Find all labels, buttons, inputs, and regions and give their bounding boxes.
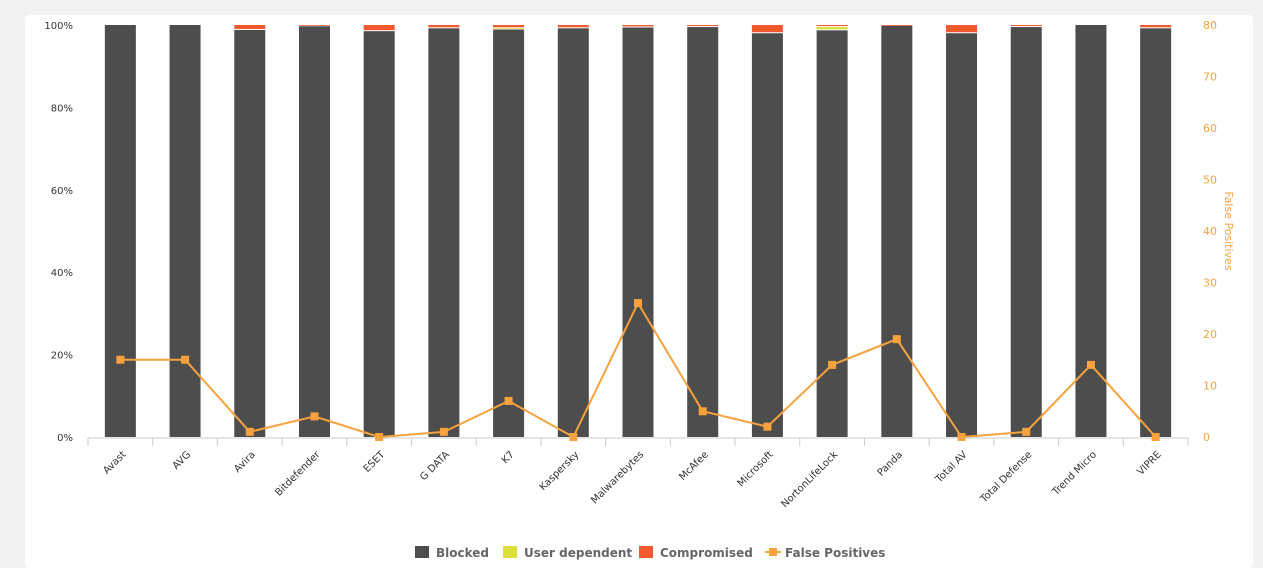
false-positives-point[interactable] <box>439 427 448 436</box>
false-positives-point[interactable] <box>763 422 772 431</box>
x-tick-label: McAfee <box>677 449 711 483</box>
bar-blocked[interactable] <box>946 33 978 438</box>
y-right-tick: 50 <box>1203 174 1217 187</box>
y-left-tick: 100% <box>44 21 73 32</box>
bar-compromised[interactable] <box>363 25 395 31</box>
bar-blocked[interactable] <box>881 25 913 437</box>
x-tick-label: Panda <box>876 449 905 478</box>
x-tick-label: NortonLifeLock <box>779 449 840 510</box>
y-right-tick: 70 <box>1203 71 1217 84</box>
bar-blocked[interactable] <box>104 25 136 437</box>
bar-blocked[interactable] <box>234 29 266 437</box>
bar-blocked[interactable] <box>298 26 330 438</box>
y-left-tick: 0% <box>57 433 73 444</box>
x-tick-label: Kaspersky <box>538 449 582 493</box>
false-positives-point[interactable] <box>245 427 254 436</box>
y-right-tick: 20 <box>1203 328 1217 341</box>
legend-swatch[interactable] <box>639 546 653 558</box>
x-tick-label: Microsoft <box>736 449 776 489</box>
bar-compromised[interactable] <box>428 25 460 28</box>
y-right-tick: 30 <box>1203 277 1217 290</box>
x-tick-label: Bitdefender <box>273 449 323 499</box>
x-tick-label: Total Defense <box>978 449 1034 505</box>
bar-compromised[interactable] <box>622 25 654 27</box>
bar-compromised[interactable] <box>298 25 330 26</box>
bar-compromised[interactable] <box>946 25 978 33</box>
bar-blocked[interactable] <box>557 28 589 438</box>
x-tick-label: Avira <box>232 449 258 475</box>
y-right-tick: 0 <box>1203 431 1210 444</box>
false-positives-point[interactable] <box>828 360 837 369</box>
bar-compromised[interactable] <box>881 25 913 26</box>
y-left-tick: 80% <box>51 103 73 114</box>
false-positives-point[interactable] <box>1086 360 1095 369</box>
bar-compromised[interactable] <box>234 25 266 29</box>
false-positives-point[interactable] <box>310 412 319 421</box>
x-tick-label: Trend Micro <box>1050 449 1099 498</box>
bar-blocked[interactable] <box>751 33 783 438</box>
false-positives-point[interactable] <box>634 299 642 308</box>
bar-blocked[interactable] <box>428 28 460 438</box>
bar-compromised[interactable] <box>557 25 589 28</box>
false-positives-point[interactable] <box>1151 433 1160 441</box>
x-tick-label: K7 <box>500 449 517 466</box>
false-positives-point[interactable] <box>892 335 901 344</box>
y-left-tick: 40% <box>51 268 73 279</box>
y-right-tick: 60 <box>1203 122 1217 135</box>
y-right-tick: 80 <box>1203 19 1217 32</box>
x-tick-label: G DATA <box>418 449 452 483</box>
legend-label[interactable]: User dependent <box>524 546 632 560</box>
x-tick-label: Total AV <box>933 449 970 486</box>
y-left-tick: 20% <box>51 351 73 362</box>
legend-label[interactable]: False Positives <box>785 546 885 560</box>
false-positives-point[interactable] <box>1022 427 1031 436</box>
x-tick-label: ESET <box>362 449 388 475</box>
bar-compromised[interactable] <box>1140 25 1172 28</box>
bar-compromised[interactable] <box>1010 25 1042 27</box>
false-positives-point[interactable] <box>569 433 578 441</box>
legend-swatch[interactable] <box>415 546 429 558</box>
false-positives-point[interactable] <box>181 355 190 364</box>
bar-compromised[interactable] <box>687 25 719 27</box>
x-tick-label: AVG <box>171 449 193 471</box>
chart-card: 0% 20% 40% 60% 80% 100% 0 10 20 30 40 50 60 70 80 False… <box>25 15 1253 568</box>
bar-blocked[interactable] <box>816 30 848 438</box>
bar-compromised[interactable] <box>816 25 848 27</box>
bar-user-dependent[interactable] <box>493 28 525 30</box>
false-positives-point[interactable] <box>957 433 966 441</box>
x-tick-label: Malwarebytes <box>589 449 646 506</box>
bar-user-dependent[interactable] <box>816 27 848 30</box>
x-tick-label: Avast <box>101 449 128 476</box>
legend-marker[interactable] <box>769 548 777 556</box>
y-right-tick: 40 <box>1203 225 1217 238</box>
legend-label[interactable]: Blocked <box>436 546 489 560</box>
y-right-label: False Positives <box>1222 191 1235 271</box>
y-left-tick: 60% <box>51 186 73 197</box>
false-positives-point[interactable] <box>375 433 384 441</box>
bar-blocked[interactable] <box>363 31 395 438</box>
bar-blocked[interactable] <box>687 27 719 438</box>
bar-blocked[interactable] <box>1140 28 1172 438</box>
bar-blocked[interactable] <box>622 27 654 438</box>
bar-compromised[interactable] <box>751 25 783 33</box>
bar-blocked[interactable] <box>493 29 525 437</box>
false-positives-point[interactable] <box>504 396 513 405</box>
x-tick-label: VIPRE <box>1135 449 1163 477</box>
false-positives-point[interactable] <box>698 407 707 416</box>
legend-swatch[interactable] <box>503 546 517 558</box>
bar-blocked[interactable] <box>1010 27 1042 438</box>
bar-compromised[interactable] <box>493 25 525 28</box>
legend-label[interactable]: Compromised <box>660 546 753 560</box>
y-right-tick: 10 <box>1203 380 1217 393</box>
bar-blocked[interactable] <box>169 25 201 437</box>
false-positives-point[interactable] <box>116 355 125 364</box>
